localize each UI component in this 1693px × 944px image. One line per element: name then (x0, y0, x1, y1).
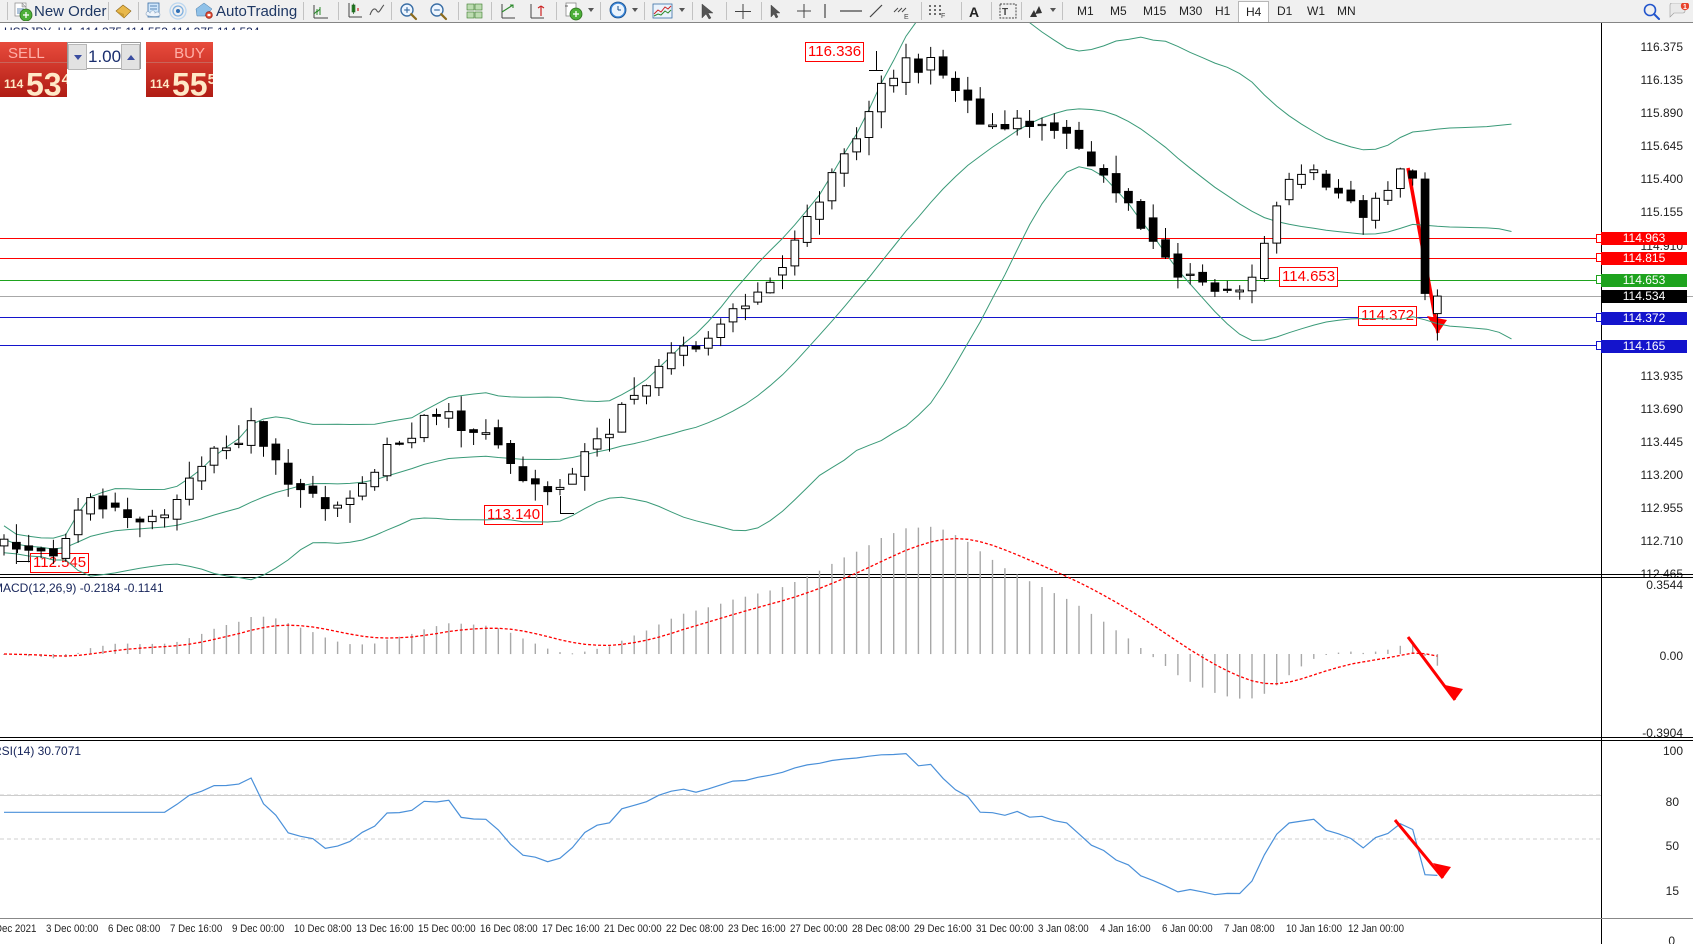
svg-text:T: T (1002, 7, 1008, 18)
svg-text:E: E (904, 14, 909, 20)
svg-text:1: 1 (1683, 4, 1687, 11)
svg-text:F: F (941, 13, 945, 19)
